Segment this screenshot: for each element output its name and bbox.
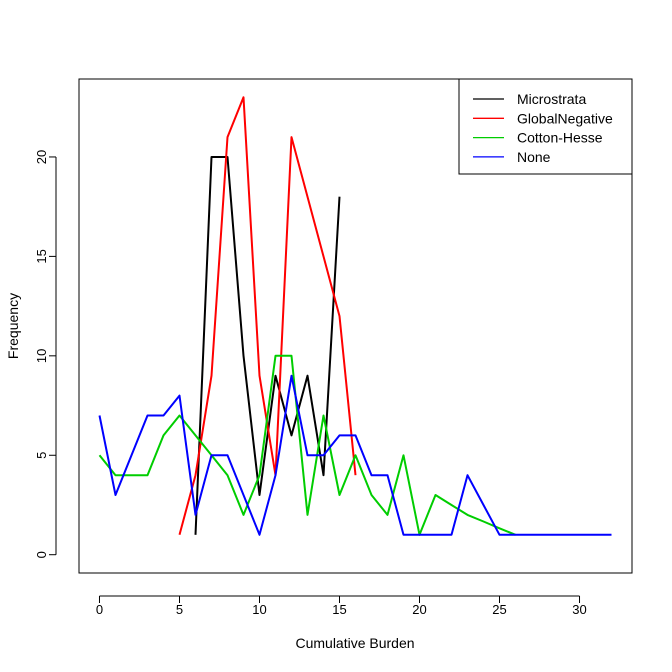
y-tick-label: 20 [34, 150, 49, 164]
x-tick-label: 0 [96, 602, 103, 617]
series-line-globalnegative [178, 96, 357, 536]
legend-label-microstrata: Microstrata [517, 91, 586, 107]
legend-label-globalnegative: GlobalNegative [517, 110, 613, 126]
series-line-microstrata [194, 156, 341, 535]
x-tick-label: 10 [252, 602, 266, 617]
x-tick-label: 25 [492, 602, 506, 617]
plot-frame [78, 78, 633, 574]
series-line-none [98, 374, 612, 536]
series-lines [98, 96, 612, 536]
y-tick-label: 15 [34, 249, 49, 263]
series-line-cotton-hesse [98, 354, 516, 536]
legend: Microstrata GlobalNegative Cotton-Hesse Non… [458, 78, 633, 175]
y-tick-label: 0 [34, 551, 49, 558]
x-tick-label: 30 [572, 602, 586, 617]
x-tick-label: 5 [176, 602, 183, 617]
x-axis-label: Cumulative Burden [295, 635, 414, 651]
y-axis-label: Frequency [5, 293, 21, 359]
legend-box [458, 78, 633, 175]
legend-label-none: None [517, 149, 551, 165]
legend-label-cotton-hesse: Cotton-Hesse [517, 130, 603, 146]
axes: 0 5 10 15 20 25 30 0 5 10 15 20 [34, 150, 587, 617]
y-tick-label: 5 [34, 452, 49, 459]
x-tick-label: 15 [332, 602, 346, 617]
x-tick-label: 20 [412, 602, 426, 617]
y-tick-label: 10 [34, 349, 49, 363]
